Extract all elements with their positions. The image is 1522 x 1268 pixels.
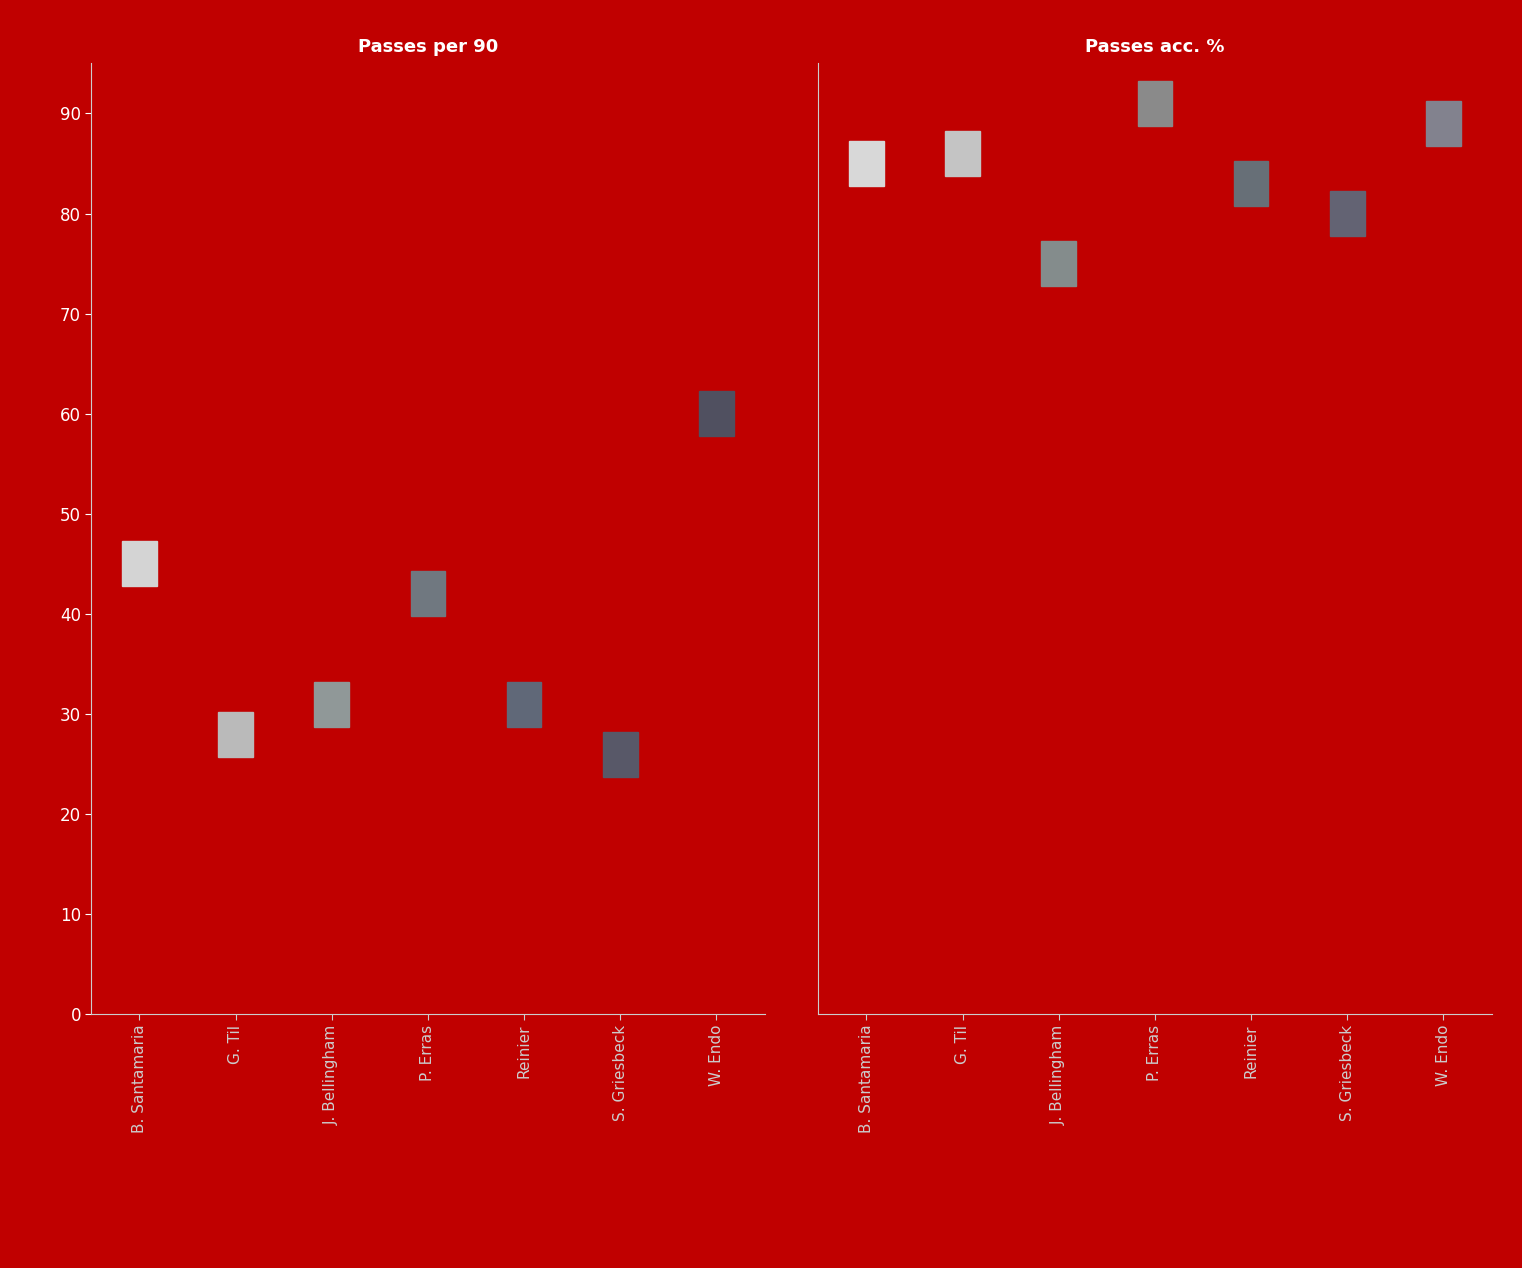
Bar: [507, 682, 542, 727]
Bar: [945, 131, 980, 176]
Bar: [603, 732, 638, 776]
Bar: [411, 572, 446, 616]
Bar: [849, 141, 884, 186]
Bar: [122, 541, 157, 586]
Title: Passes per 90: Passes per 90: [358, 38, 498, 56]
Bar: [699, 392, 734, 436]
Bar: [1426, 101, 1461, 146]
Bar: [218, 711, 253, 757]
Bar: [315, 682, 349, 727]
Bar: [1234, 161, 1268, 205]
Bar: [1330, 191, 1365, 236]
Title: Passes acc. %: Passes acc. %: [1085, 38, 1225, 56]
Bar: [1041, 241, 1076, 287]
Bar: [1137, 81, 1172, 126]
